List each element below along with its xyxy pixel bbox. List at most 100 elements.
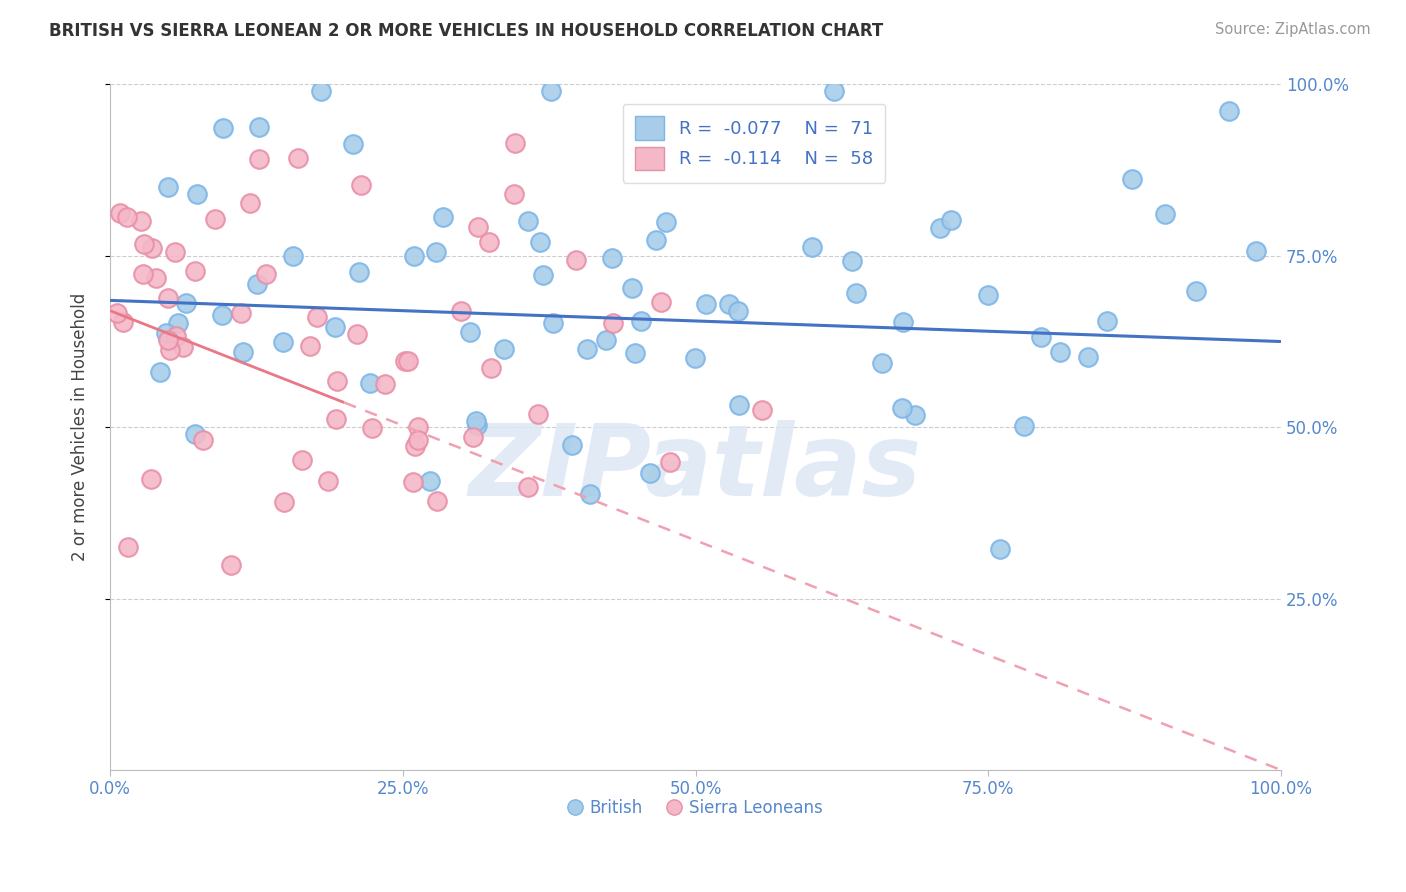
Point [323,319,346,334]
Point [157,180,180,194]
Point [531,268,554,283]
Point [145,271,167,285]
Point [221,558,243,572]
Point [105,306,128,320]
Point [658,455,681,469]
Point [360,420,382,434]
Point [1012,418,1035,433]
Point [287,151,309,165]
Point [359,376,381,391]
Point [291,453,314,467]
Point [870,356,893,370]
Point [1029,330,1052,344]
Point [165,329,187,343]
Point [183,426,205,441]
Point [1184,284,1206,298]
Point [342,136,364,151]
Point [450,303,472,318]
Point [841,253,863,268]
Point [156,291,179,305]
Point [406,420,429,434]
Point [139,472,162,486]
Point [638,466,661,480]
Point [184,264,207,278]
Point [561,437,583,451]
Point [650,295,672,310]
Point [624,346,647,360]
Point [374,376,396,391]
Y-axis label: 2 or more Vehicles in Household: 2 or more Vehicles in Household [72,293,89,561]
Point [503,136,526,150]
Point [406,434,429,448]
Point [298,339,321,353]
Point [247,120,270,134]
Point [425,244,447,259]
Point [727,304,749,318]
Legend: British, Sierra Leoneans: British, Sierra Leoneans [561,792,830,823]
Point [191,434,214,448]
Point [149,365,172,379]
Point [186,187,208,202]
Point [404,248,426,262]
Point [211,308,233,322]
Point [426,494,449,508]
Point [204,212,226,227]
Point [595,334,617,348]
Point [988,541,1011,556]
Point [141,242,163,256]
Point [1077,350,1099,364]
Point [254,267,277,281]
Point [1218,103,1240,118]
Point [1049,345,1071,359]
Point [718,296,741,310]
Point [823,84,845,98]
Point [239,195,262,210]
Point [800,240,823,254]
Point [112,315,135,329]
Text: BRITISH VS SIERRA LEONEAN 2 OR MORE VEHICLES IN HOUSEHOLD CORRELATION CHART: BRITISH VS SIERRA LEONEAN 2 OR MORE VEHI… [49,22,883,40]
Point [621,280,644,294]
Point [467,418,489,433]
Point [307,310,329,325]
Point [458,325,481,339]
Point [707,145,730,159]
Point [751,402,773,417]
Point [540,84,562,98]
Point [517,214,540,228]
Point [464,413,486,427]
Point [463,430,485,444]
Point [163,245,186,260]
Point [891,315,914,329]
Point [271,335,294,350]
Point [1154,207,1177,221]
Point [316,474,339,488]
Point [132,267,155,281]
Point [346,326,368,341]
Point [517,480,540,494]
Point [166,316,188,330]
Point [245,277,267,292]
Point [565,253,588,268]
Point [683,351,706,365]
Point [347,265,370,279]
Point [727,398,749,412]
Point [1244,244,1267,258]
Point [247,153,270,167]
Point [350,178,373,192]
Point [155,326,177,340]
Point [941,212,963,227]
Point [929,221,952,235]
Point [541,316,564,330]
Point [402,475,425,490]
Point [311,84,333,98]
Point [1121,172,1143,186]
Point [432,210,454,224]
Point [281,249,304,263]
Point [117,541,139,555]
Point [212,120,235,135]
Point [602,316,624,330]
Point [645,233,668,247]
Point [419,475,441,489]
Point [326,374,349,388]
Point [232,345,254,359]
